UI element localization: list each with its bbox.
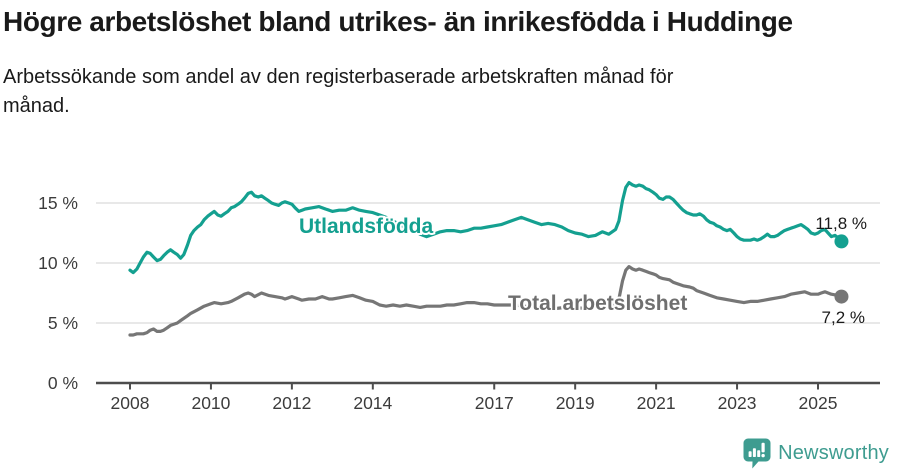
bar-chart-speech-bubble-icon bbox=[743, 438, 771, 469]
x-tick-label-2017: 2017 bbox=[475, 393, 514, 413]
series-label-utlandsfodda: Utlandsfödda bbox=[299, 215, 433, 238]
chart-subtitle-line1: Arbetssökande som andel av den registerb… bbox=[3, 66, 674, 88]
newsworthy-logo-text: Newsworthy bbox=[778, 442, 889, 464]
series-label-total: Total arbetslöshet bbox=[508, 292, 687, 315]
x-tick-label-2012: 2012 bbox=[272, 393, 311, 413]
series-end-dot-utlandsfodda bbox=[834, 234, 849, 249]
chart-subtitle-line2: månad. bbox=[3, 95, 70, 117]
chart-subtitle: Arbetssökande som andel av den registerb… bbox=[3, 63, 673, 121]
x-tick-label-2014: 2014 bbox=[353, 393, 392, 413]
x-tick-label-2010: 2010 bbox=[191, 393, 230, 413]
chart-title: Högre arbetslöshet bland utrikes- än inr… bbox=[3, 6, 793, 37]
series-line-total bbox=[128, 265, 844, 337]
newsworthy-logo[interactable]: Newsworthy bbox=[743, 438, 889, 469]
x-tick-label-2021: 2021 bbox=[637, 393, 676, 413]
end-value-total: 7,2 % bbox=[822, 308, 865, 327]
y-tick-label-10: 10 % bbox=[38, 253, 78, 273]
x-tick-label-2025: 2025 bbox=[799, 393, 838, 413]
series-end-dot-total bbox=[834, 289, 849, 304]
x-tick-label-2019: 2019 bbox=[556, 393, 595, 413]
series-line-utlandsfodda bbox=[128, 181, 844, 275]
x-tick-label-2008: 2008 bbox=[111, 393, 150, 413]
y-tick-label-5: 5 % bbox=[48, 313, 78, 333]
y-tick-label-15: 15 % bbox=[38, 193, 78, 213]
y-tick-label-0: 0 % bbox=[48, 373, 78, 393]
x-tick-label-2023: 2023 bbox=[718, 393, 757, 413]
end-value-utlandsfodda: 11,8 % bbox=[815, 214, 867, 233]
